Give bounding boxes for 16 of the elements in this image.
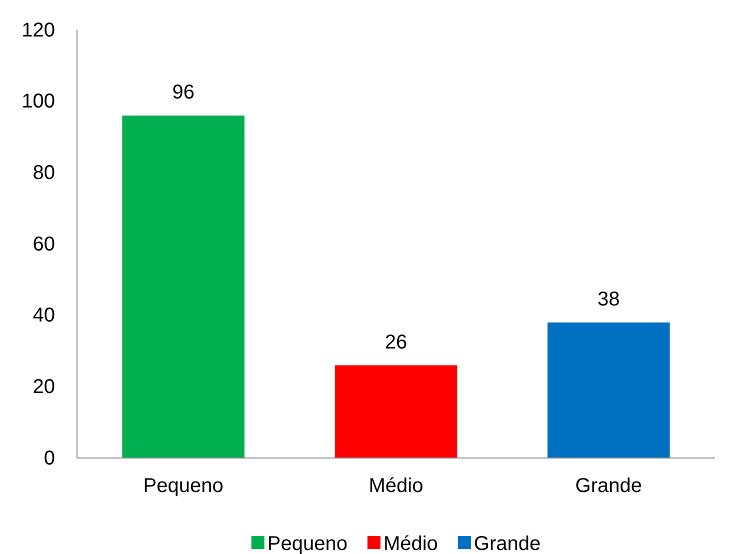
y-tick-label: 60 bbox=[32, 233, 55, 256]
legend-label: Grande bbox=[474, 533, 541, 554]
x-tick-label: Pequeno bbox=[143, 475, 224, 498]
data-label: 96 bbox=[172, 82, 194, 104]
x-tick-label: Grande bbox=[575, 475, 642, 498]
x-tick-label: Médio bbox=[368, 475, 424, 498]
y-tick-label: 40 bbox=[32, 304, 55, 327]
y-tick-label: 0 bbox=[44, 447, 55, 470]
y-tick-label: 20 bbox=[32, 376, 55, 398]
y-tick-label: 120 bbox=[22, 19, 55, 42]
y-tick-label: 100 bbox=[22, 90, 55, 113]
data-label: 26 bbox=[384, 331, 408, 354]
legend-label: Médio bbox=[383, 533, 438, 554]
y-tick-label: 80 bbox=[32, 162, 55, 184]
data-label: 38 bbox=[598, 288, 620, 310]
legend-label: Pequeno bbox=[267, 533, 348, 554]
